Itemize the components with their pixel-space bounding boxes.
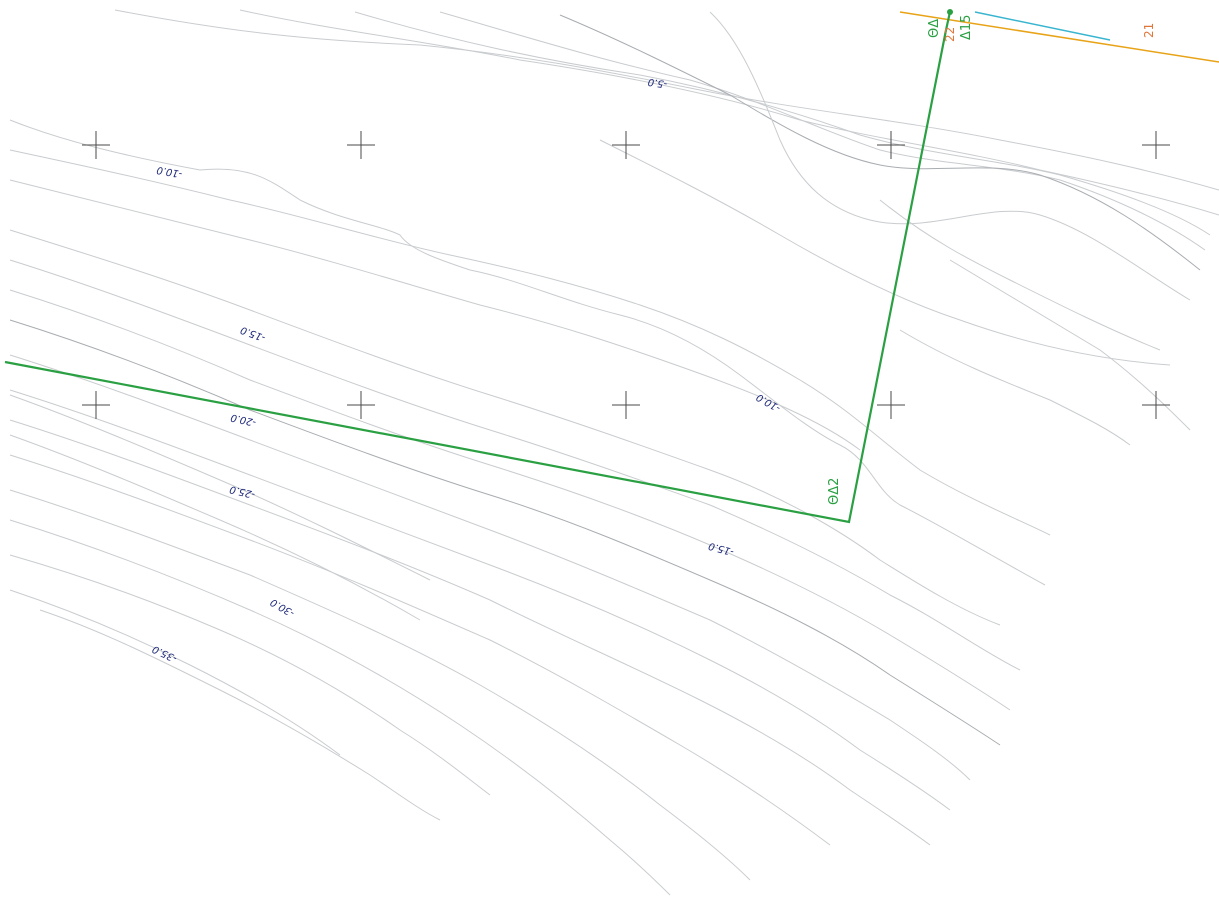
boundary-node-label: ΘΔ: [927, 19, 942, 38]
elevation-label: -30.0: [269, 596, 297, 618]
contour-line: [9, 389, 951, 811]
contour-line: [9, 519, 671, 896]
contour-line: [9, 259, 1021, 671]
grid-cross-marker: [82, 131, 110, 159]
property-boundary-top[interactable]: [944, 11, 952, 31]
contour-line: [879, 199, 1161, 351]
boundary-vertex-marker[interactable]: [947, 9, 953, 15]
boundary-node-label: ΘΔ2: [827, 478, 842, 505]
contour-line: [9, 589, 341, 756]
contour-line: [9, 119, 1046, 586]
elevation-label: -25.0: [229, 483, 257, 500]
contour-line: [9, 229, 1001, 626]
elevation-label: -35.0: [151, 643, 179, 664]
grid-cross-marker: [877, 391, 905, 419]
road-line-orange: [899, 11, 1219, 63]
contour-line: [9, 394, 431, 581]
grid-cross-marker: [612, 131, 640, 159]
contour-line: [9, 319, 1001, 746]
elevation-label: -5.0: [647, 76, 668, 90]
grid-crosses: [82, 131, 1170, 419]
contour-line: [9, 454, 831, 846]
elevation-label: -15.0: [239, 324, 267, 343]
elevation-label: -20.0: [230, 411, 258, 427]
road-lines: [899, 11, 1219, 63]
contour-lines: [9, 9, 1219, 896]
grid-cross-marker: [347, 131, 375, 159]
contour-line: [899, 329, 1131, 446]
parcel-number-label: 21: [1142, 23, 1156, 38]
grid-cross-marker: [1142, 391, 1170, 419]
contour-line: [709, 11, 1191, 301]
contour-line: [9, 419, 931, 846]
contour-line: [559, 14, 1201, 271]
grid-cross-marker: [82, 391, 110, 419]
grid-cross-marker: [612, 391, 640, 419]
contour-line: [9, 149, 1051, 536]
contour-line: [114, 9, 1219, 191]
elevation-label: -10.0: [156, 164, 183, 179]
contour-line: [9, 434, 421, 621]
boundary-node-label: Δ15: [959, 15, 974, 40]
contour-line: [9, 489, 751, 881]
elevation-label: -15.0: [707, 540, 735, 557]
road-line-cyan: [974, 11, 1111, 41]
contour-line: [599, 139, 1171, 366]
contour-line: [9, 354, 971, 781]
contour-line: [9, 289, 1011, 711]
contour-line: [354, 11, 1211, 236]
contour-line: [9, 554, 491, 796]
contour-line: [239, 9, 1219, 216]
node-labels: ΘΔ2 ΘΔ Δ15: [827, 15, 974, 505]
grid-cross-marker: [1142, 131, 1170, 159]
contour-line: [9, 179, 861, 451]
grid-cross-marker: [347, 391, 375, 419]
property-boundary[interactable]: [4, 29, 948, 524]
elevation-label: -10.0: [755, 391, 783, 413]
contour-line: [439, 11, 1206, 251]
parcel-number-label: 22: [943, 27, 957, 42]
parcel-labels: 22 21: [943, 23, 1156, 42]
contour-line: [39, 609, 441, 821]
grid-cross-marker: [877, 131, 905, 159]
contour-line: [949, 259, 1191, 431]
